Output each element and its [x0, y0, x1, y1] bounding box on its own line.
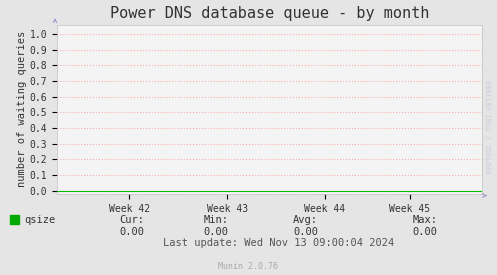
Text: Munin 2.0.76: Munin 2.0.76 [219, 262, 278, 271]
Text: Cur:: Cur: [119, 215, 144, 225]
Text: 0.00: 0.00 [293, 227, 318, 236]
Title: Power DNS database queue - by month: Power DNS database queue - by month [110, 6, 429, 21]
Text: qsize: qsize [24, 215, 55, 225]
Y-axis label: number of waiting queries: number of waiting queries [17, 31, 27, 188]
Text: 0.00: 0.00 [204, 227, 229, 236]
Text: Min:: Min: [204, 215, 229, 225]
Text: RRDTOOL / TOBI OETIKER: RRDTOOL / TOBI OETIKER [487, 80, 493, 173]
Text: Max:: Max: [413, 215, 437, 225]
Text: Last update: Wed Nov 13 09:00:04 2024: Last update: Wed Nov 13 09:00:04 2024 [163, 238, 394, 248]
Text: 0.00: 0.00 [119, 227, 144, 236]
Text: 0.00: 0.00 [413, 227, 437, 236]
Text: Avg:: Avg: [293, 215, 318, 225]
